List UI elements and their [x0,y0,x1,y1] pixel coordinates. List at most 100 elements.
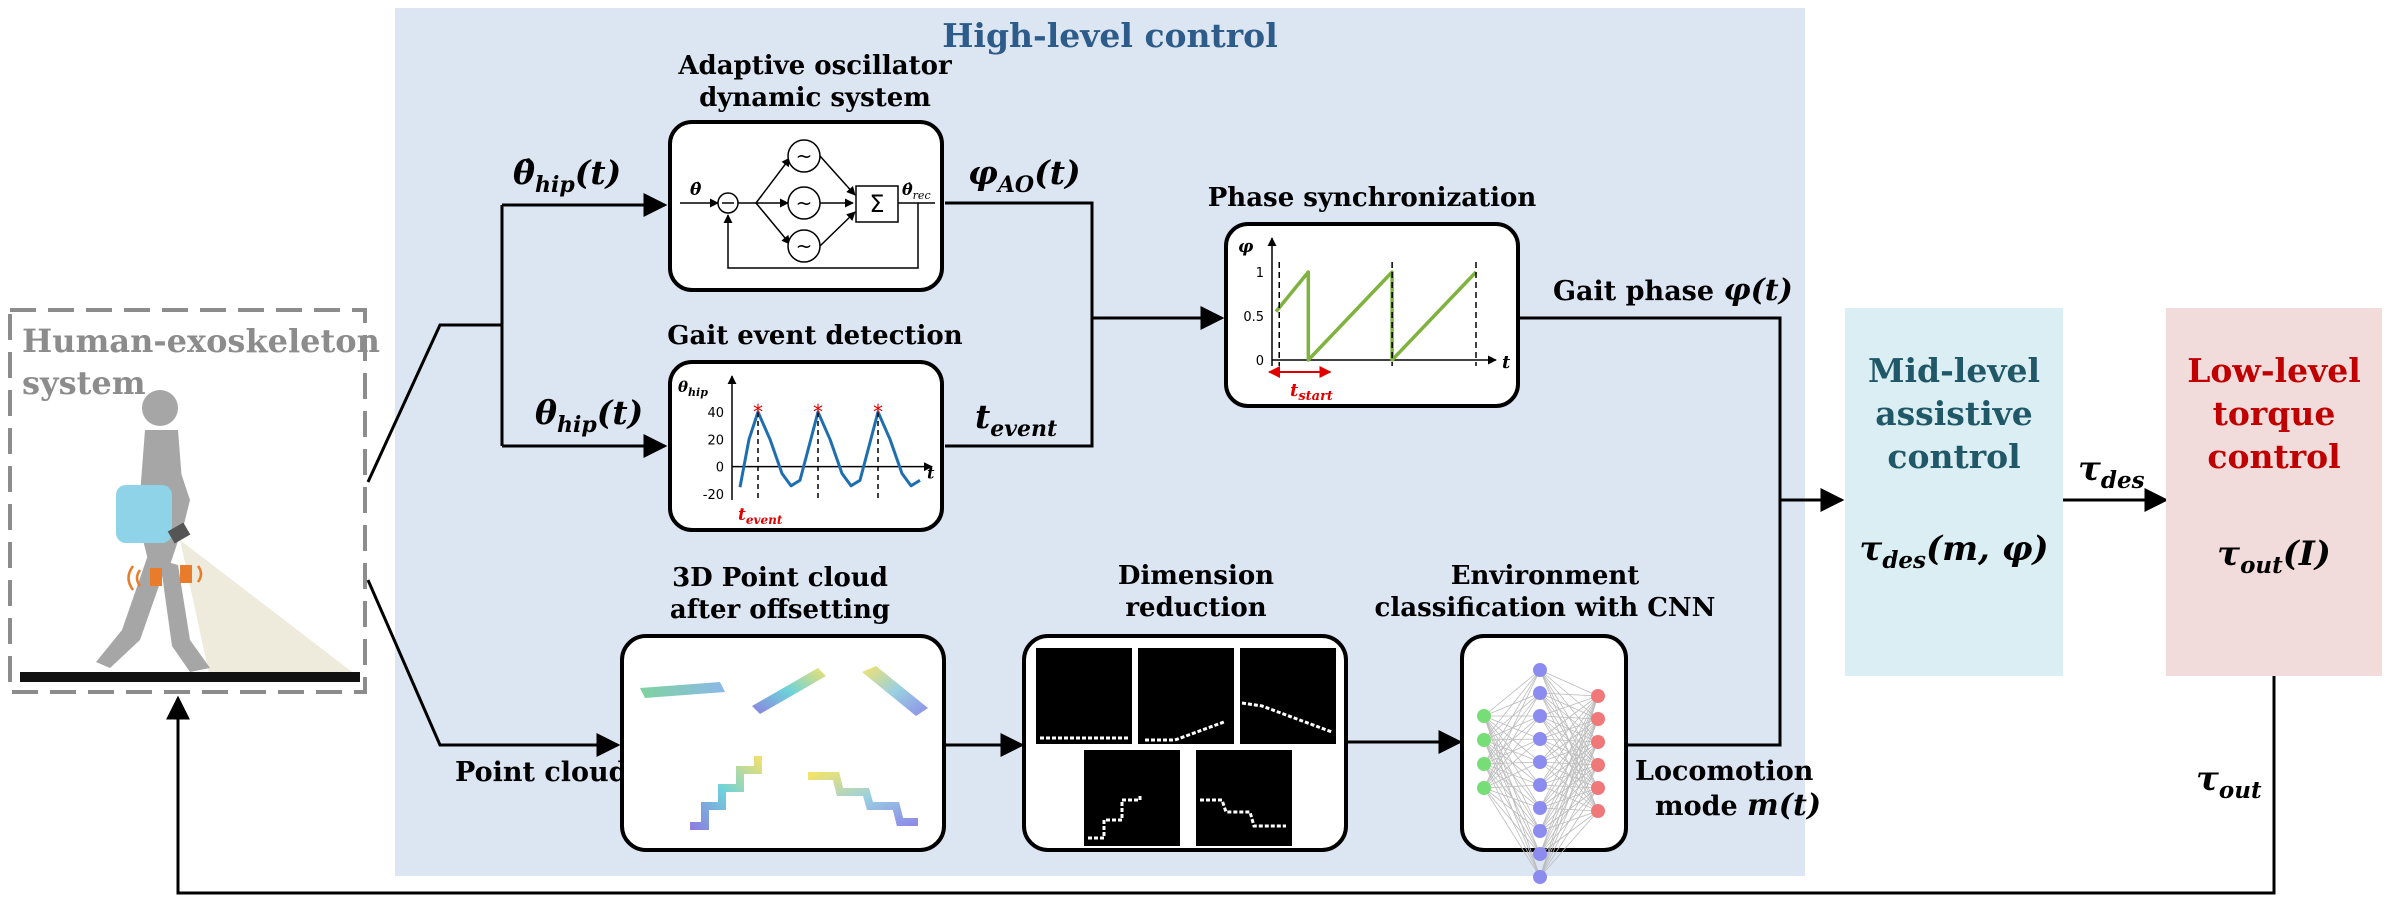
dim-reduction-box [1022,634,1348,852]
cnn-node [1591,781,1605,795]
cnn-edge [1539,787,1599,878]
ground-bar [20,672,360,682]
cnn-node [1477,709,1491,723]
t-event-label: tevent [975,397,1057,442]
human-title-line2: system [22,364,146,402]
high-level-title: High-level control [942,16,1277,55]
gait-event-chart: θhip t 40 20 0 -20 * * * tevent [678,375,935,527]
ao-title-line1: Adaptive oscillator [677,51,952,81]
phase-y-tick: 0 [1256,354,1264,369]
cnn-edge [1539,695,1599,878]
phase-y-tick: 0.5 [1243,310,1264,325]
phase-t-start-label: tstart [1290,380,1333,404]
cnn-node [1533,801,1547,815]
env-class-title-line2: classification with CNN [1375,593,1716,623]
phase-sync-box: φ t 1 0.5 0 tstart [1224,222,1520,408]
arrow [366,579,621,757]
phase-sync-title: Phase synchronization [1208,183,1537,213]
phase-x-label: t [1502,352,1511,373]
cnn-edge [1483,763,1541,809]
mid-level-line3: control [1887,437,2020,476]
cnn-edge [1539,695,1599,855]
cnn-edge [1539,695,1599,786]
cnn-edge [1483,738,1541,789]
phase-curve [1274,270,1478,362]
cnn-node [1533,663,1547,677]
svg-text:Σ: Σ [869,190,884,218]
wireless-icon [127,565,203,591]
cnn-edge [1483,787,1541,878]
cnn-edge [1483,787,1541,809]
cnn-node [1533,755,1547,769]
cnn-edge [1539,810,1599,878]
svg-text:~: ~ [796,191,813,215]
mid-level-line2: assistive [1875,394,2033,433]
depth-image-stairs-up [1084,750,1180,846]
cnn-edge [1483,692,1541,789]
env-class-title-line1: Environment [1451,561,1640,591]
gait-y-tick: 20 [707,433,724,448]
cnn-edge [1483,669,1541,789]
gait-y-tick: 0 [716,461,724,476]
oscillator-node-1: ~ [787,139,821,173]
tau-out-label: τout [2196,759,2262,804]
human-title-line1: Human-exoskeleton [22,322,380,360]
depth-image-stairs-down [1196,750,1292,846]
cnn-edge [1483,715,1541,763]
point-cloud-title-line2: after offsetting [670,595,890,625]
cnn-edge [1539,718,1599,878]
low-level-line3: control [2207,437,2340,476]
locomotion-label-line1: Locomotion [1635,756,1814,787]
theta-dot-hip-label: θ̇hip(t) [513,153,621,198]
low-level-line2: torque [2213,394,2336,433]
depth-image-ramp-up [1138,648,1234,744]
gait-event-marker: * [873,400,883,424]
low-level-panel: Low-level torque control τout(I) [2166,308,2382,676]
hip-actuator-icon-2 [180,565,192,583]
point-cloud-box [620,634,946,852]
svg-text:~: ~ [796,234,813,258]
point-cloud-stairs-up [690,756,762,830]
cnn-node [1477,733,1491,747]
cnn-edge [1539,692,1599,697]
gait-phase-label: Gait phase φ(t) [1553,273,1793,308]
cnn-node [1591,804,1605,818]
phase-y-label: φ [1238,237,1254,257]
ao-title-line2: dynamic system [699,83,931,113]
tau-des-label: τdes [2078,449,2145,494]
gait-event-marker: * [813,400,823,424]
cnn-edge [1483,761,1541,789]
cnn-edge [1483,715,1541,740]
adaptive-oscillator-box: θ̇ ~ ~ ~ Σ θ̇rec [668,120,944,292]
low-level-formula: τout(I) [2217,534,2331,579]
cnn-edge [1483,715,1541,789]
gait-y-tick: -20 [703,488,724,503]
cnn-node [1533,847,1547,861]
phase-y-tick: 1 [1256,266,1264,281]
sum-block: Σ [855,185,899,223]
cnn-edge [1539,764,1599,878]
cnn-edge [1483,787,1541,832]
cnn-node [1533,709,1547,723]
low-level-line1: Low-level [2187,351,2361,390]
point-cloud-ramp-up [752,668,826,714]
mid-level-formula: τdes(m, φ) [1859,529,2048,574]
cnn-edge [1483,739,1541,763]
gait-event-marker: * [753,400,763,424]
cnn-edge [1539,741,1599,878]
phase-sync-chart: φ t 1 0.5 0 tstart [1238,237,1511,404]
camera-view-cone [180,540,360,678]
point-cloud-flat-ground [640,682,725,698]
cnn-network-icon [1477,663,1605,884]
ao-output-symbol: θ̇rec [902,180,931,202]
human-exoskeleton-box: Human-exoskeleton system [8,308,380,694]
mid-level-panel: Mid-level assistive control τdes(m, φ) [1845,308,2063,676]
cnn-edge [1483,739,1541,786]
cnn-edge [1483,784,1541,789]
cnn-node [1591,689,1605,703]
cnn-edge [1483,715,1541,786]
point-cloud-title-line1: 3D Point cloud [672,563,888,593]
oscillator-node-3: ~ [787,229,821,263]
